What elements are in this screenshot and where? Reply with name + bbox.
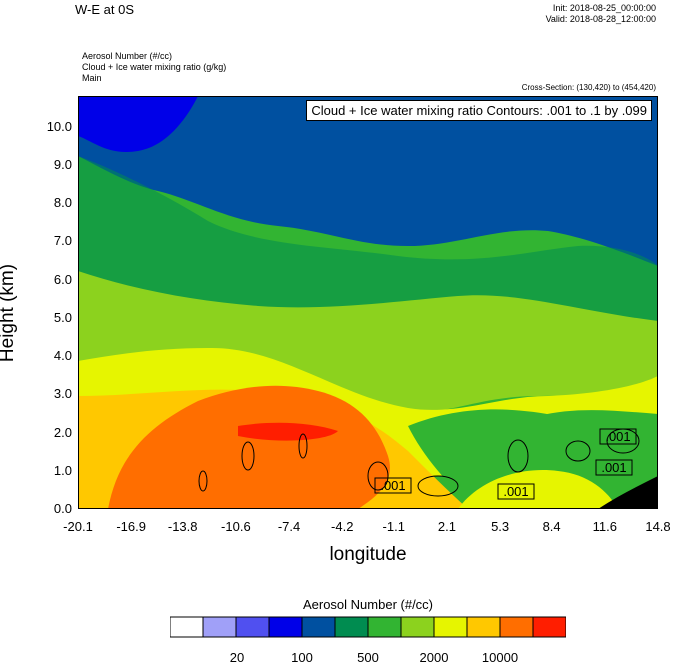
cloud-contour	[565, 440, 591, 462]
cloud-contour	[367, 461, 389, 491]
x-axis-label: longitude	[329, 544, 407, 565]
contour-label: .001	[601, 460, 626, 475]
field-region-orange-dark	[108, 385, 390, 509]
x-tick-label: -10.6	[221, 519, 251, 534]
field-label-main: Main	[82, 73, 102, 83]
y-tick-label: 10.0	[46, 118, 72, 134]
colorbar-swatch	[400, 616, 435, 638]
plot-title: W-E at 0S	[75, 2, 135, 17]
field-region-green-lowright	[408, 409, 658, 509]
contour-labels: .001 .001 .001 .001	[374, 428, 637, 500]
colorbar-swatch	[170, 616, 204, 638]
x-tick-label: 5.3	[491, 519, 510, 534]
colorbar-swatch	[433, 616, 468, 638]
colorbar	[170, 616, 566, 638]
field-region-teal	[78, 156, 658, 331]
colorbar-swatch	[466, 616, 501, 638]
field-region-yellow	[78, 347, 658, 476]
colorbar-label: 20	[229, 650, 245, 665]
colorbar-swatch	[499, 616, 534, 638]
field-region-blue-top	[78, 96, 658, 266]
contour-legend: Cloud + Ice water mixing ratio Contours:…	[306, 100, 652, 121]
colorbar-label: 500	[357, 650, 379, 665]
colorbar-label: 2000	[419, 650, 449, 665]
colorbar-swatch	[202, 616, 237, 638]
contour-label-box	[595, 459, 633, 476]
y-tick-label: 5.0	[53, 309, 72, 325]
init-time: Init: 2018-08-25_00:00:00	[552, 3, 656, 13]
field-region-red-core	[238, 422, 338, 441]
heatmap-svg: .001 .001 .001 .001	[78, 96, 658, 509]
contour-label: .001	[605, 429, 630, 444]
field-label-aerosol: Aerosol Number (#/cc)	[82, 51, 173, 61]
y-tick-label: 0.0	[53, 501, 72, 516]
cross-section-label: Cross-Section: (130,420) to (454,420)	[521, 83, 656, 92]
x-tick-label: -13.8	[167, 519, 198, 534]
contour-label-box	[374, 477, 412, 494]
field-region-darkblue-corner	[78, 96, 198, 153]
plot-area: .001 .001 .001 .001 Cloud + Ice water mi…	[78, 96, 658, 509]
y-tick-label: 3.0	[53, 386, 72, 402]
colorbar-swatch	[334, 616, 369, 638]
contour-label-box	[599, 428, 637, 445]
x-tick-label: 8.4	[542, 519, 561, 534]
cloud-contour	[417, 475, 459, 497]
x-tick-label: 2.1	[437, 519, 456, 534]
x-tick-label: -16.9	[116, 519, 146, 534]
x-tick-label: -20.1	[63, 519, 93, 534]
colorbar-swatch	[235, 616, 270, 638]
y-tick-label: 2.0	[53, 424, 72, 440]
valid-time: Valid: 2018-08-28_12:00:00	[545, 14, 656, 24]
y-tick-label: 7.0	[53, 233, 72, 249]
terrain-black	[598, 476, 658, 509]
plot-frame	[78, 96, 658, 509]
x-tick-label: 11.6	[592, 519, 617, 534]
field-region-lightgreen	[78, 271, 658, 412]
colorbar-label: 100	[291, 650, 313, 665]
field-label-cloud: Cloud + Ice water mixing ratio (g/kg)	[82, 62, 227, 72]
colorbar-swatch	[268, 616, 303, 638]
contour-label: .001	[380, 478, 405, 493]
x-tick-label: -7.4	[277, 519, 301, 534]
colorbar-label: 10000	[481, 650, 519, 665]
y-tick-label: 6.0	[53, 271, 72, 287]
y-tick-label: 9.0	[53, 156, 72, 172]
x-tick-label: 14.8	[645, 519, 671, 534]
cloud-contour	[298, 433, 308, 459]
contour-label-box	[497, 483, 535, 500]
y-tick-label: 4.0	[53, 348, 72, 364]
x-tick-label: -4.2	[331, 519, 354, 534]
y-tick-label: 8.0	[53, 195, 72, 211]
colorbar-title: Aerosol Number (#/cc)	[302, 597, 434, 612]
contour-label: .001	[503, 484, 528, 499]
y-tick-label: 1.0	[53, 462, 72, 478]
colorbar-swatch	[367, 616, 402, 638]
x-tick-label: -1.1	[382, 519, 405, 534]
cloud-contour	[507, 439, 529, 473]
cloud-contour	[198, 470, 208, 492]
colorbar-swatch	[301, 616, 336, 638]
colorbar-swatch	[532, 616, 566, 638]
cloud-contour	[241, 441, 255, 471]
